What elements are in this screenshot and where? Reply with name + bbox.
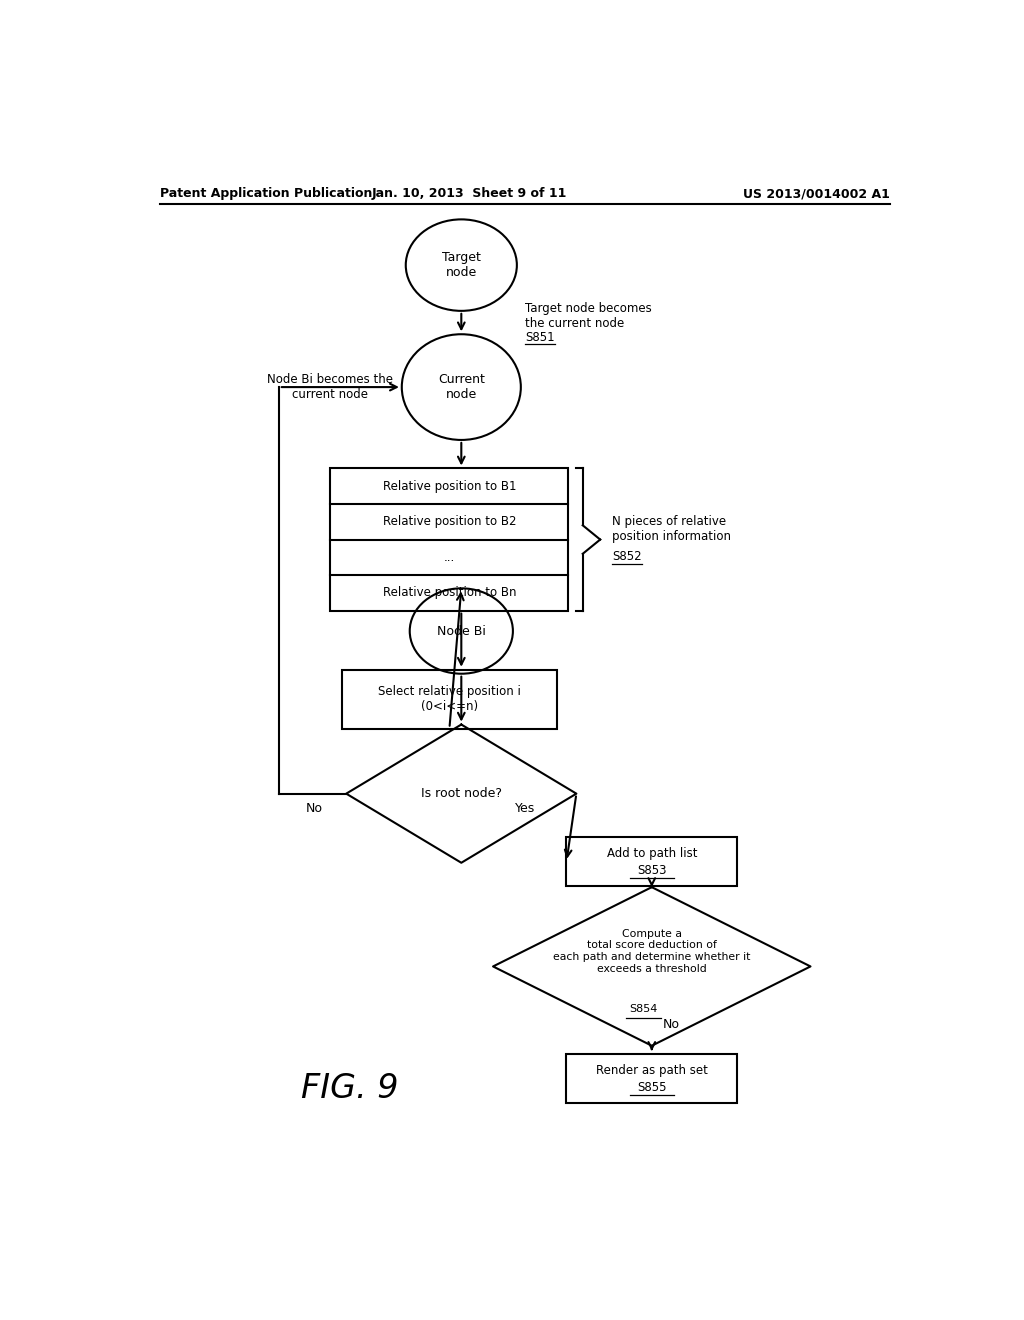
Text: Jan. 10, 2013  Sheet 9 of 11: Jan. 10, 2013 Sheet 9 of 11 xyxy=(372,187,567,201)
Text: Relative position to B1: Relative position to B1 xyxy=(383,479,516,492)
Text: No: No xyxy=(306,803,323,816)
Text: S854: S854 xyxy=(630,1005,658,1014)
Text: Target node becomes
the current node: Target node becomes the current node xyxy=(524,302,651,330)
Text: ...: ... xyxy=(443,550,455,564)
Text: No: No xyxy=(664,1018,680,1031)
Text: Select relative position i
(0<i<=n): Select relative position i (0<i<=n) xyxy=(378,685,521,713)
Text: S852: S852 xyxy=(612,550,642,564)
Text: Is root node?: Is root node? xyxy=(421,787,502,800)
Text: N pieces of relative
position information: N pieces of relative position informatio… xyxy=(612,515,731,544)
Text: S853: S853 xyxy=(637,865,667,878)
Text: Target
node: Target node xyxy=(442,251,480,279)
Text: Current
node: Current node xyxy=(438,374,484,401)
Text: S855: S855 xyxy=(637,1081,667,1094)
Text: Yes: Yes xyxy=(515,803,535,816)
Text: Relative position to Bn: Relative position to Bn xyxy=(383,586,516,599)
Text: US 2013/0014002 A1: US 2013/0014002 A1 xyxy=(743,187,890,201)
Text: S851: S851 xyxy=(524,331,554,343)
Text: Node Bi becomes the
current node: Node Bi becomes the current node xyxy=(267,374,393,401)
Text: Relative position to B2: Relative position to B2 xyxy=(383,515,516,528)
Text: Patent Application Publication: Patent Application Publication xyxy=(160,187,372,201)
Text: Compute a
total score deduction of
each path and determine whether it
exceeds a : Compute a total score deduction of each … xyxy=(553,929,751,974)
Text: Render as path set: Render as path set xyxy=(596,1064,708,1077)
Text: FIG. 9: FIG. 9 xyxy=(301,1072,399,1105)
Text: Node Bi: Node Bi xyxy=(437,624,485,638)
Text: Add to path list: Add to path list xyxy=(606,847,697,861)
